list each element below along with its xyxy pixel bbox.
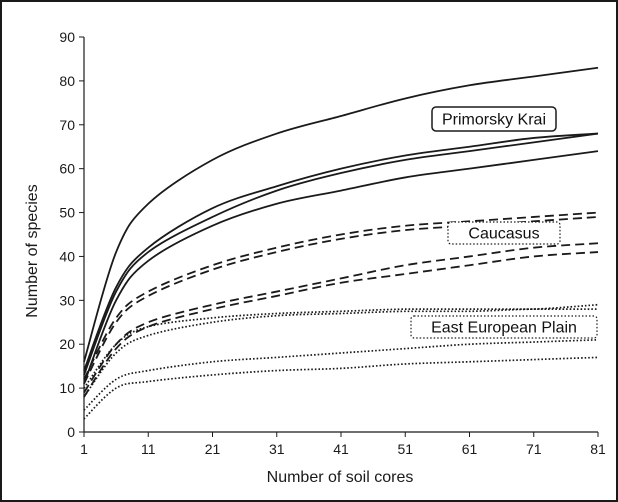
y-tick-label: 40 [59,248,75,264]
east-european-plain-curve [83,303,599,389]
y-tick-label: 70 [59,117,75,133]
x-tick-label: 81 [590,441,606,457]
group-labels: Primorsky Krai Caucasus East European Plai… [410,106,598,339]
primorsky-krai-curve [83,132,599,376]
primorsky-krai-curve [83,132,599,371]
caucasus-label-box [447,221,561,245]
primorsky-krai-curve [83,66,599,363]
y-tick-label: 30 [59,292,75,308]
x-tick-label: 61 [462,441,478,457]
x-tick-label: 11 [141,441,156,457]
y-tick-label: 80 [59,73,75,89]
east-european-plain-label: East European Plain [431,320,577,337]
east-european-plain-curve [83,308,598,398]
y-tick-label: 10 [59,380,75,396]
x-tick-label: 21 [205,441,221,457]
x-tick-label: 31 [269,441,285,457]
series-lines [83,66,599,420]
x-tick-label: 1 [80,441,88,457]
east-european-plain-label-box [410,315,598,339]
caucasus-curve [83,251,599,398]
y-tick-label: 90 [59,29,75,45]
x-tick-label: 51 [397,441,413,457]
y-tick-label: 50 [59,205,75,221]
caucasus-label: Caucasus [468,226,539,243]
primorsky-krai-curve [83,150,599,385]
x-axis-title: Number of soil cores [267,469,414,486]
x-tick-label: 71 [526,441,542,457]
y-tick-label: 60 [59,161,75,177]
y-tick-label: 0 [67,424,75,440]
y-tick-label: 20 [59,336,75,352]
y-axis-title: Number of species [24,184,41,317]
east-european-plain-curve [83,338,599,411]
east-european-plain-curve [83,356,599,420]
primorsky-krai-label-box [431,106,557,132]
caucasus-curve [83,211,599,380]
primorsky-krai-label: Primorsky Krai [442,112,546,129]
x-tick-label: 41 [333,441,349,457]
caucasus-curve [83,216,599,385]
caucasus-curve [83,242,599,393]
